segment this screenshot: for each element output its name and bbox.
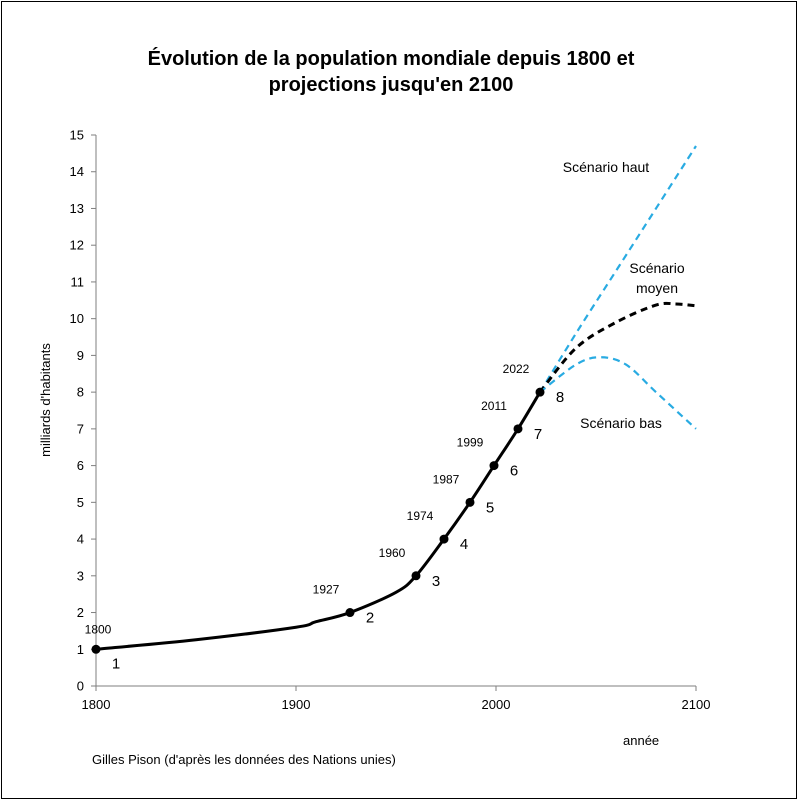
series-high-scenario: [539, 145, 697, 393]
x-tick-label: 1900: [282, 697, 311, 712]
series-medium-scenario: [538, 301, 697, 394]
projection-series: [538, 145, 697, 430]
milestone-year-label: 1999: [457, 436, 484, 450]
milestone-year-label: 2022: [503, 362, 530, 376]
chart-title-line-1: Évolution de la population mondiale depu…: [147, 48, 635, 70]
series-low-scenario: [539, 356, 697, 430]
scenario-label-line: Scénario: [629, 260, 684, 276]
milestone-index-label: 7: [534, 426, 542, 443]
milestone-point: [535, 387, 545, 397]
y-axis-label: milliards d'habitants: [38, 343, 53, 457]
series-historical: [95, 391, 542, 651]
milestone-year-label: 1974: [407, 509, 434, 523]
x-tick-label: 1800: [82, 697, 111, 712]
x-tick-label: 2100: [682, 697, 711, 712]
milestone-year-label: 1800: [85, 622, 112, 636]
y-tick-label: 14: [70, 164, 84, 179]
axes: [91, 134, 697, 691]
milestone-point: [439, 534, 449, 544]
milestones: 1800 1 1927 2 1960 3 1974 4 1987 5 1999 6 2011 7 2022 8: [85, 362, 565, 672]
milestone-year-label: 1960: [379, 546, 406, 560]
x-axis-label: année: [623, 733, 660, 748]
scenario-label-line: moyen: [636, 280, 678, 296]
milestone-index-label: 3: [432, 573, 440, 590]
milestone-point: [91, 644, 101, 654]
milestone-point: [465, 497, 475, 507]
y-tick-label: 4: [77, 532, 84, 547]
y-tick-label: 6: [77, 458, 84, 473]
scenario-label-low: Scénario bas: [580, 415, 662, 431]
milestone-index-label: 8: [556, 389, 564, 406]
y-tick-label: 2: [77, 605, 84, 620]
y-tick-label: 5: [77, 495, 84, 510]
scenario-label-high: Scénario haut: [563, 159, 650, 175]
milestone-point: [513, 424, 523, 434]
milestone-index-label: 2: [366, 610, 374, 627]
scenario-label-medium: Scénario moyen: [629, 260, 684, 296]
scenario-label-line: Scénario bas: [580, 415, 662, 431]
milestone-point: [345, 608, 355, 618]
y-tick-label: 11: [71, 274, 85, 289]
milestone-index-label: 6: [510, 463, 518, 480]
x-tick-labels: 1800 1900 2000 2100: [82, 697, 711, 712]
milestone-index-label: 4: [460, 536, 468, 553]
y-tick-label: 1: [77, 642, 84, 657]
y-tick-label: 10: [70, 311, 84, 326]
milestone-year-label: 2011: [481, 399, 507, 413]
milestone-point: [489, 461, 499, 471]
milestone-index-label: 1: [112, 655, 120, 672]
milestone-year-label: 1987: [433, 472, 460, 486]
scenario-labels: Scénario haut Scénario moyen Scénario bas: [563, 159, 685, 431]
milestone-index-label: 5: [486, 499, 494, 516]
y-tick-label: 7: [77, 421, 84, 436]
source-note: Gilles Pison (d'après les données des Na…: [92, 752, 396, 767]
y-tick-label: 9: [77, 348, 84, 363]
y-tick-label: 3: [77, 568, 84, 583]
y-tick-label: 0: [77, 679, 84, 694]
scenario-label-line: Scénario haut: [563, 159, 650, 175]
chart-title: Évolution de la population mondiale depu…: [0, 46, 782, 98]
y-tick-label: 15: [70, 128, 84, 143]
y-tick-label: 8: [77, 385, 84, 400]
historical-series: [95, 391, 542, 651]
y-tick-label: 13: [70, 201, 84, 216]
y-tick-label: 12: [70, 238, 84, 253]
chart-title-line-2: projections jusqu'en 2100: [268, 74, 514, 96]
x-tick-label: 2000: [482, 697, 511, 712]
milestone-year-label: 1927: [313, 583, 340, 597]
milestone-point: [411, 571, 421, 581]
